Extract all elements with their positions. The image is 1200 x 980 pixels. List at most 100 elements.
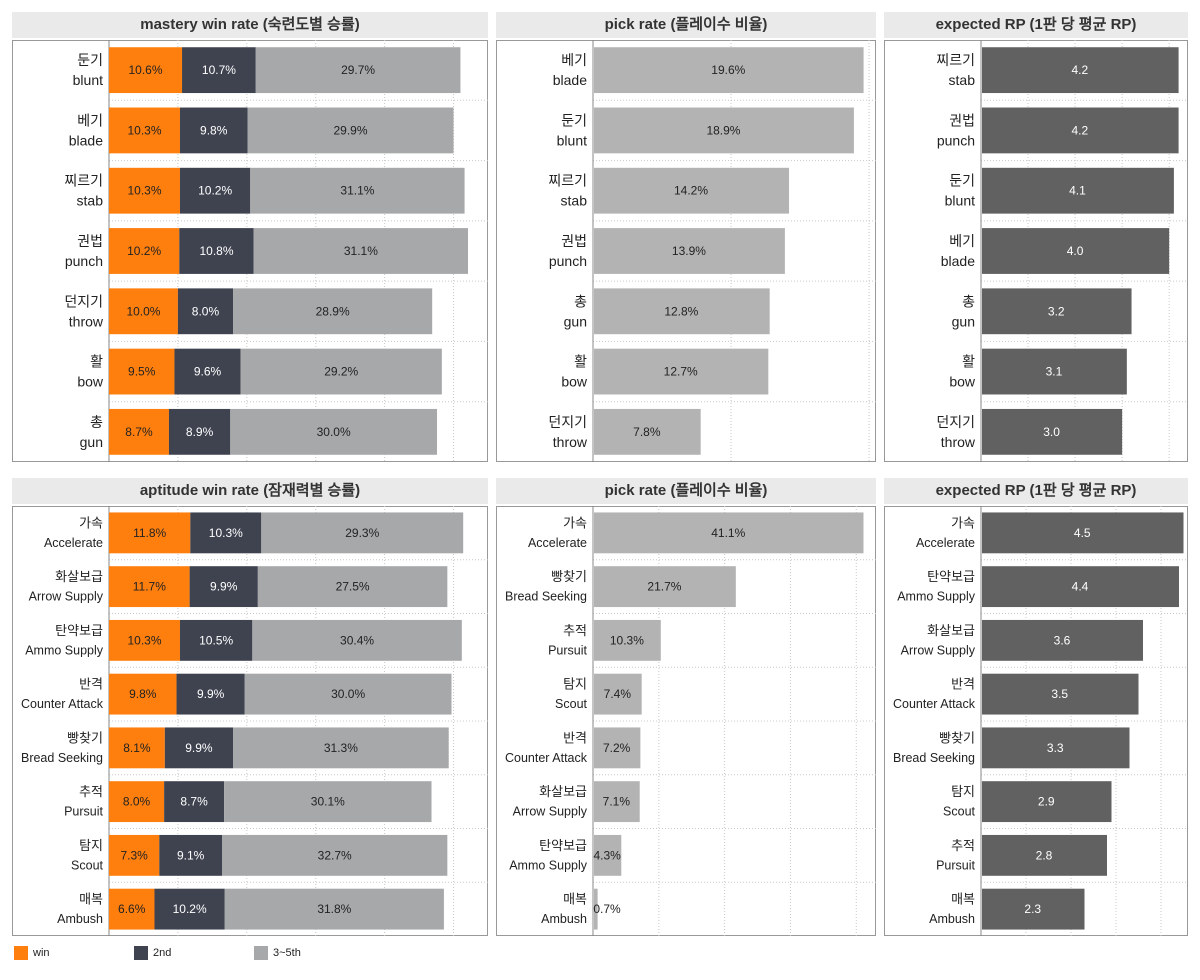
category-label-en: Counter Attack	[893, 697, 976, 711]
category-label-ko: 둔기	[561, 112, 587, 128]
data-label: 29.3%	[345, 526, 379, 540]
category-label-en: gun	[80, 434, 103, 450]
bar	[982, 167, 1174, 214]
category-label-en: blade	[941, 253, 975, 269]
data-label: 9.8%	[200, 123, 228, 137]
category-label-en: Scout	[555, 697, 587, 711]
second-bar	[179, 228, 254, 274]
data-label: 31.8%	[317, 902, 351, 916]
data-label: 7.2%	[603, 741, 631, 755]
third-fifth-bar	[247, 107, 454, 154]
category-label-en: Arrow Supply	[513, 805, 588, 819]
category-label-en: Accelerate	[916, 536, 975, 550]
win-bar	[109, 673, 177, 715]
category-label-en: blade	[69, 132, 103, 148]
data-label: 18.9%	[706, 123, 740, 137]
second-bar	[176, 673, 245, 715]
category-label-ko: 던지기	[548, 414, 587, 430]
category-label-en: Ambush	[929, 912, 975, 926]
data-label: 10.3%	[209, 526, 243, 540]
third-fifth-bar	[224, 781, 432, 823]
bar	[982, 781, 1112, 823]
third-fifth-bar	[244, 673, 452, 715]
legend-label: 3~5th	[273, 947, 301, 959]
data-label: 10.8%	[199, 244, 233, 258]
bar	[982, 512, 1184, 554]
bar	[982, 47, 1179, 94]
win-bar	[109, 566, 190, 608]
legend-item-3-5th: 3~5th	[254, 946, 301, 960]
panel-title: expected RP (1판 당 평균 RP)	[884, 12, 1188, 38]
data-label: 9.9%	[197, 687, 225, 701]
legend-swatch	[14, 946, 28, 960]
data-label: 10.2%	[173, 902, 207, 916]
bar	[982, 288, 1132, 335]
category-label-ko: 매복	[79, 892, 103, 907]
data-label: 8.7%	[180, 795, 208, 809]
data-label: 27.5%	[336, 580, 370, 594]
data-label: 7.1%	[603, 795, 631, 809]
win-bar	[109, 408, 169, 455]
category-label-en: stab	[77, 193, 104, 209]
bar	[982, 727, 1130, 769]
data-label: 9.9%	[185, 741, 213, 755]
plot-frame	[12, 40, 488, 462]
data-label: 10.3%	[610, 633, 644, 647]
second-bar	[179, 107, 248, 154]
panel-title: expected RP (1판 당 평균 RP)	[884, 478, 1188, 504]
data-label: 8.0%	[123, 795, 151, 809]
data-label: 8.7%	[125, 425, 153, 439]
category-label-en: gun	[952, 313, 975, 329]
data-label: 14.2%	[674, 184, 708, 198]
category-label-ko: 반격	[79, 677, 103, 692]
data-label: 10.2%	[198, 184, 232, 198]
category-label-en: punch	[937, 132, 975, 148]
third-fifth-bar	[233, 727, 449, 769]
third-fifth-bar	[255, 47, 461, 94]
second-bar	[154, 888, 225, 930]
category-label-ko: 반격	[951, 677, 975, 692]
data-label: 7.8%	[633, 425, 661, 439]
data-label: 32.7%	[318, 848, 352, 862]
category-label-ko: 총	[574, 293, 587, 309]
category-label-ko: 추적	[79, 784, 103, 799]
plot-frame	[884, 40, 1188, 462]
data-label: 3.0	[1043, 425, 1060, 439]
data-label: 10.3%	[127, 633, 161, 647]
category-label-ko: 권법	[949, 112, 975, 128]
category-label-ko: 베기	[949, 233, 975, 249]
third-fifth-bar	[252, 619, 462, 661]
category-label-ko: 탄약보급	[927, 569, 975, 584]
category-label-ko: 가속	[79, 515, 103, 530]
bar	[594, 107, 854, 154]
data-label: 29.2%	[324, 365, 358, 379]
second-bar	[182, 47, 256, 94]
category-label-en: Ambush	[57, 912, 103, 926]
data-label: 9.6%	[194, 365, 222, 379]
category-label-ko: 찌르기	[64, 173, 103, 189]
data-label: 10.7%	[202, 63, 236, 77]
category-label-en: bow	[77, 374, 104, 390]
category-label-en: punch	[65, 253, 103, 269]
panel-title: pick rate (플레이수 비율)	[496, 12, 876, 38]
data-label: 9.9%	[210, 580, 238, 594]
bar	[594, 47, 864, 94]
second-bar	[190, 512, 262, 554]
legend-label: 2nd	[153, 947, 172, 959]
bar	[594, 228, 785, 274]
win-bar	[109, 727, 165, 769]
data-label: 4.3%	[593, 848, 621, 862]
category-label-ko: 던지기	[936, 414, 975, 430]
bar	[982, 834, 1107, 876]
legend-swatch	[134, 946, 148, 960]
third-fifth-bar	[222, 834, 448, 876]
third-fifth-bar	[261, 512, 464, 554]
win-bar	[109, 288, 178, 335]
data-label: 11.7%	[133, 580, 166, 594]
category-label-ko: 반격	[563, 730, 587, 745]
data-label: 4.2	[1071, 63, 1088, 77]
data-label: 9.8%	[129, 687, 157, 701]
data-label: 4.4	[1072, 580, 1089, 594]
data-label: 2.3	[1024, 902, 1041, 916]
category-label-ko: 탐지	[563, 677, 587, 692]
